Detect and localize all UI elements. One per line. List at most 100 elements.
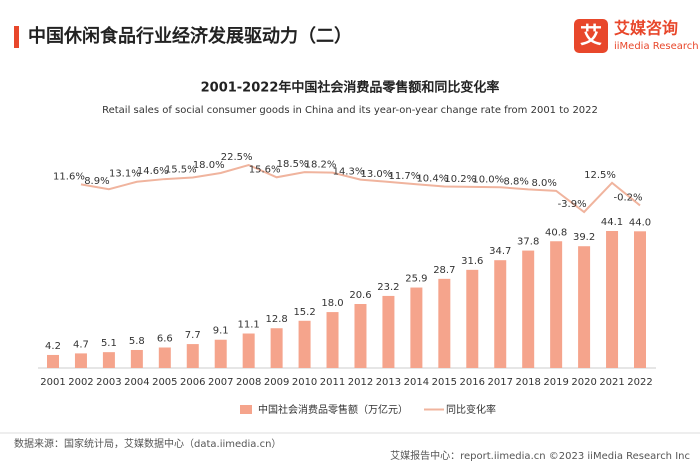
bar [354,304,367,368]
bar-label: 5.1 [101,338,117,349]
logo-sub: iiMedia Research [614,41,699,52]
bar-label: 25.9 [405,274,427,285]
bar-label: 34.7 [489,246,511,257]
chart-title: 2001-2022年中国社会消费品零售额和同比变化率 [201,80,500,96]
bar [102,352,115,368]
bar-label: 40.8 [545,227,567,238]
bar-label: 28.7 [433,265,455,276]
bar [382,295,395,368]
bar-label: 44.1 [601,217,623,228]
line-label: 15.6% [249,164,281,175]
x-tick-label: 2022 [627,377,652,388]
line-label: 18.2% [305,160,337,171]
logo-box [574,19,608,53]
bar [214,339,227,368]
bar-label: 23.2 [377,282,399,293]
x-tick-label: 2011 [320,377,345,388]
bar [186,344,199,368]
x-tick-label: 2009 [264,377,289,388]
bar-label: 20.6 [349,290,371,301]
line-label: 15.5% [165,164,197,175]
bar [550,241,563,368]
bar-label: 9.1 [213,326,229,337]
bar-label: 4.2 [45,341,61,352]
bar-label: 39.2 [573,232,595,243]
bar-label: 4.7 [73,339,89,350]
line-label: -3.9% [558,199,587,210]
line-label: 14.3% [333,167,365,178]
bar [410,287,423,368]
line-label: 22.5% [221,152,253,163]
bar [438,278,451,368]
line-label: 13.0% [361,169,393,180]
line-label: 10.4% [416,174,448,185]
x-tick-label: 2004 [124,377,149,388]
line-label: 18.5% [277,159,309,170]
line-label: 8.0% [531,178,556,189]
line-label: 10.0% [472,174,504,185]
x-tick-label: 2017 [488,377,513,388]
legend-label: 中国社会消费品零售额（万亿元） [258,403,408,416]
line-label: 11.6% [53,171,85,182]
bar-label: 18.0 [321,298,343,309]
legend-swatch [240,405,252,414]
bar-label: 12.8 [265,314,287,325]
bar [130,349,143,368]
x-tick-label: 2002 [68,377,93,388]
footer-right: 艾媒报告中心：report.iimedia.cn ©2023 iiMedia R… [390,449,690,462]
x-tick-label: 2015 [432,377,457,388]
bar [634,231,646,368]
x-tick-label: 2016 [460,377,485,388]
bar [158,347,171,368]
bar [74,353,87,368]
x-tick-label: 2020 [571,377,596,388]
x-tick-label: 2005 [152,377,177,388]
bar-label: 7.7 [185,330,201,341]
chart-subtitle: Retail sales of social consumer goods in… [102,105,598,116]
x-tick-label: 2012 [348,377,373,388]
bar [298,320,311,368]
line-label: 13.1% [109,169,141,180]
x-tick-label: 2010 [292,377,317,388]
line-label: 14.6% [137,166,169,177]
logo-name: 艾媒咨询 [614,19,678,38]
title-accent [14,26,19,48]
bar-label: 6.6 [157,333,173,344]
bar-label: 5.8 [129,336,145,347]
x-tick-label: 2013 [376,377,401,388]
bar [270,328,283,368]
line-label: 11.7% [388,171,420,182]
x-tick-label: 2006 [180,377,205,388]
line-label: 10.2% [444,174,476,185]
bar [47,354,59,368]
bar [326,312,339,368]
x-tick-label: 2018 [515,377,540,388]
x-tick-label: 2021 [599,377,624,388]
x-tick-label: 2007 [208,377,233,388]
x-tick-label: 2014 [404,377,429,388]
x-tick-label: 2001 [40,377,65,388]
bar [494,260,507,368]
bar [606,231,619,368]
bar [522,250,535,368]
line-label: 8.8% [503,176,528,187]
line-label: 8.9% [84,176,109,187]
bar [578,246,591,368]
bar-label: 44.0 [629,217,651,228]
line-label: 12.5% [584,170,616,181]
line-label: 18.0% [193,160,225,171]
bar [242,333,255,368]
bar-label: 37.8 [517,237,539,248]
bar-label: 31.6 [461,256,483,267]
source: 数据来源：国家统计局，艾媒数据中心（data.iimedia.cn） [14,437,281,450]
x-tick-label: 2019 [543,377,568,388]
legend-label: 同比变化率 [446,403,496,416]
x-tick-label: 2003 [96,377,121,388]
page-title: 中国休闲食品行业经济发展驱动力（二） [28,25,352,47]
line [80,163,641,214]
logo-mark: 艾 [580,24,602,49]
x-tick-label: 2008 [236,377,261,388]
bar-label: 11.1 [238,320,260,331]
bar-label: 15.2 [293,307,315,318]
